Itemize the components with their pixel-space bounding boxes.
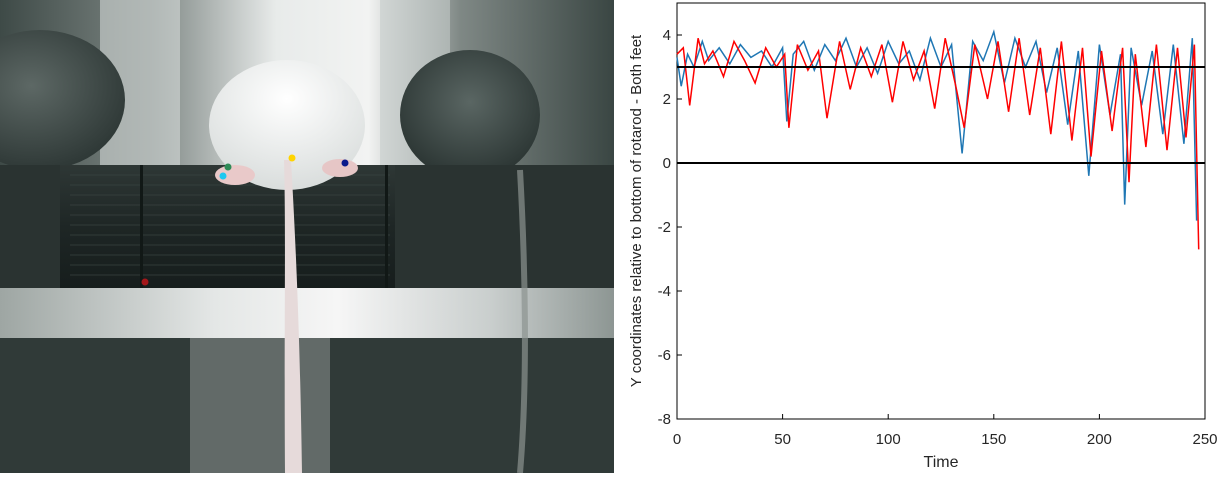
x-axis-ticks: 0 50 100 150 200 250 bbox=[673, 414, 1218, 448]
y-tick-label: -4 bbox=[658, 283, 671, 300]
x-tick-label: 200 bbox=[1087, 431, 1112, 448]
series-layer bbox=[676, 29, 1200, 250]
chart-panel: 0 50 100 150 200 250 4 2 0 -2 -4 -6 -8 Time Y coord… bbox=[614, 0, 1218, 473]
series-line-1 bbox=[676, 29, 1198, 221]
y-axis-label: Y coordinates relative to bottom of rota… bbox=[628, 34, 645, 387]
x-axis-label: Time bbox=[924, 454, 959, 471]
series-line-2 bbox=[676, 38, 1200, 250]
y-tick-label: 0 bbox=[663, 155, 671, 172]
video-frame-image bbox=[0, 0, 614, 474]
reference-lines bbox=[677, 66, 1205, 164]
y-tick-label: 2 bbox=[663, 91, 671, 108]
x-tick-label: 100 bbox=[876, 431, 901, 448]
marker-left-hindpaw-top bbox=[224, 163, 232, 171]
video-frame bbox=[0, 0, 614, 474]
x-tick-label: 250 bbox=[1192, 431, 1217, 448]
marker-right-hindpaw bbox=[341, 159, 349, 167]
y-tick-label: 4 bbox=[663, 27, 671, 44]
x-tick-label: 50 bbox=[774, 431, 791, 448]
y-tick-label: -6 bbox=[658, 347, 671, 364]
x-tick-label: 0 bbox=[673, 431, 681, 448]
marker-rotarod-bottom bbox=[141, 278, 149, 286]
marker-tail-base bbox=[288, 154, 296, 162]
y-tick-label: -2 bbox=[658, 219, 671, 236]
y-axis-ticks: 4 2 0 -2 -4 -6 -8 bbox=[658, 27, 682, 428]
marker-left-hindpaw bbox=[219, 172, 227, 180]
x-tick-label: 150 bbox=[981, 431, 1006, 448]
y-tick-label: -8 bbox=[658, 411, 671, 428]
line-chart: 0 50 100 150 200 250 4 2 0 -2 -4 -6 -8 Time Y coord… bbox=[628, 2, 1218, 471]
